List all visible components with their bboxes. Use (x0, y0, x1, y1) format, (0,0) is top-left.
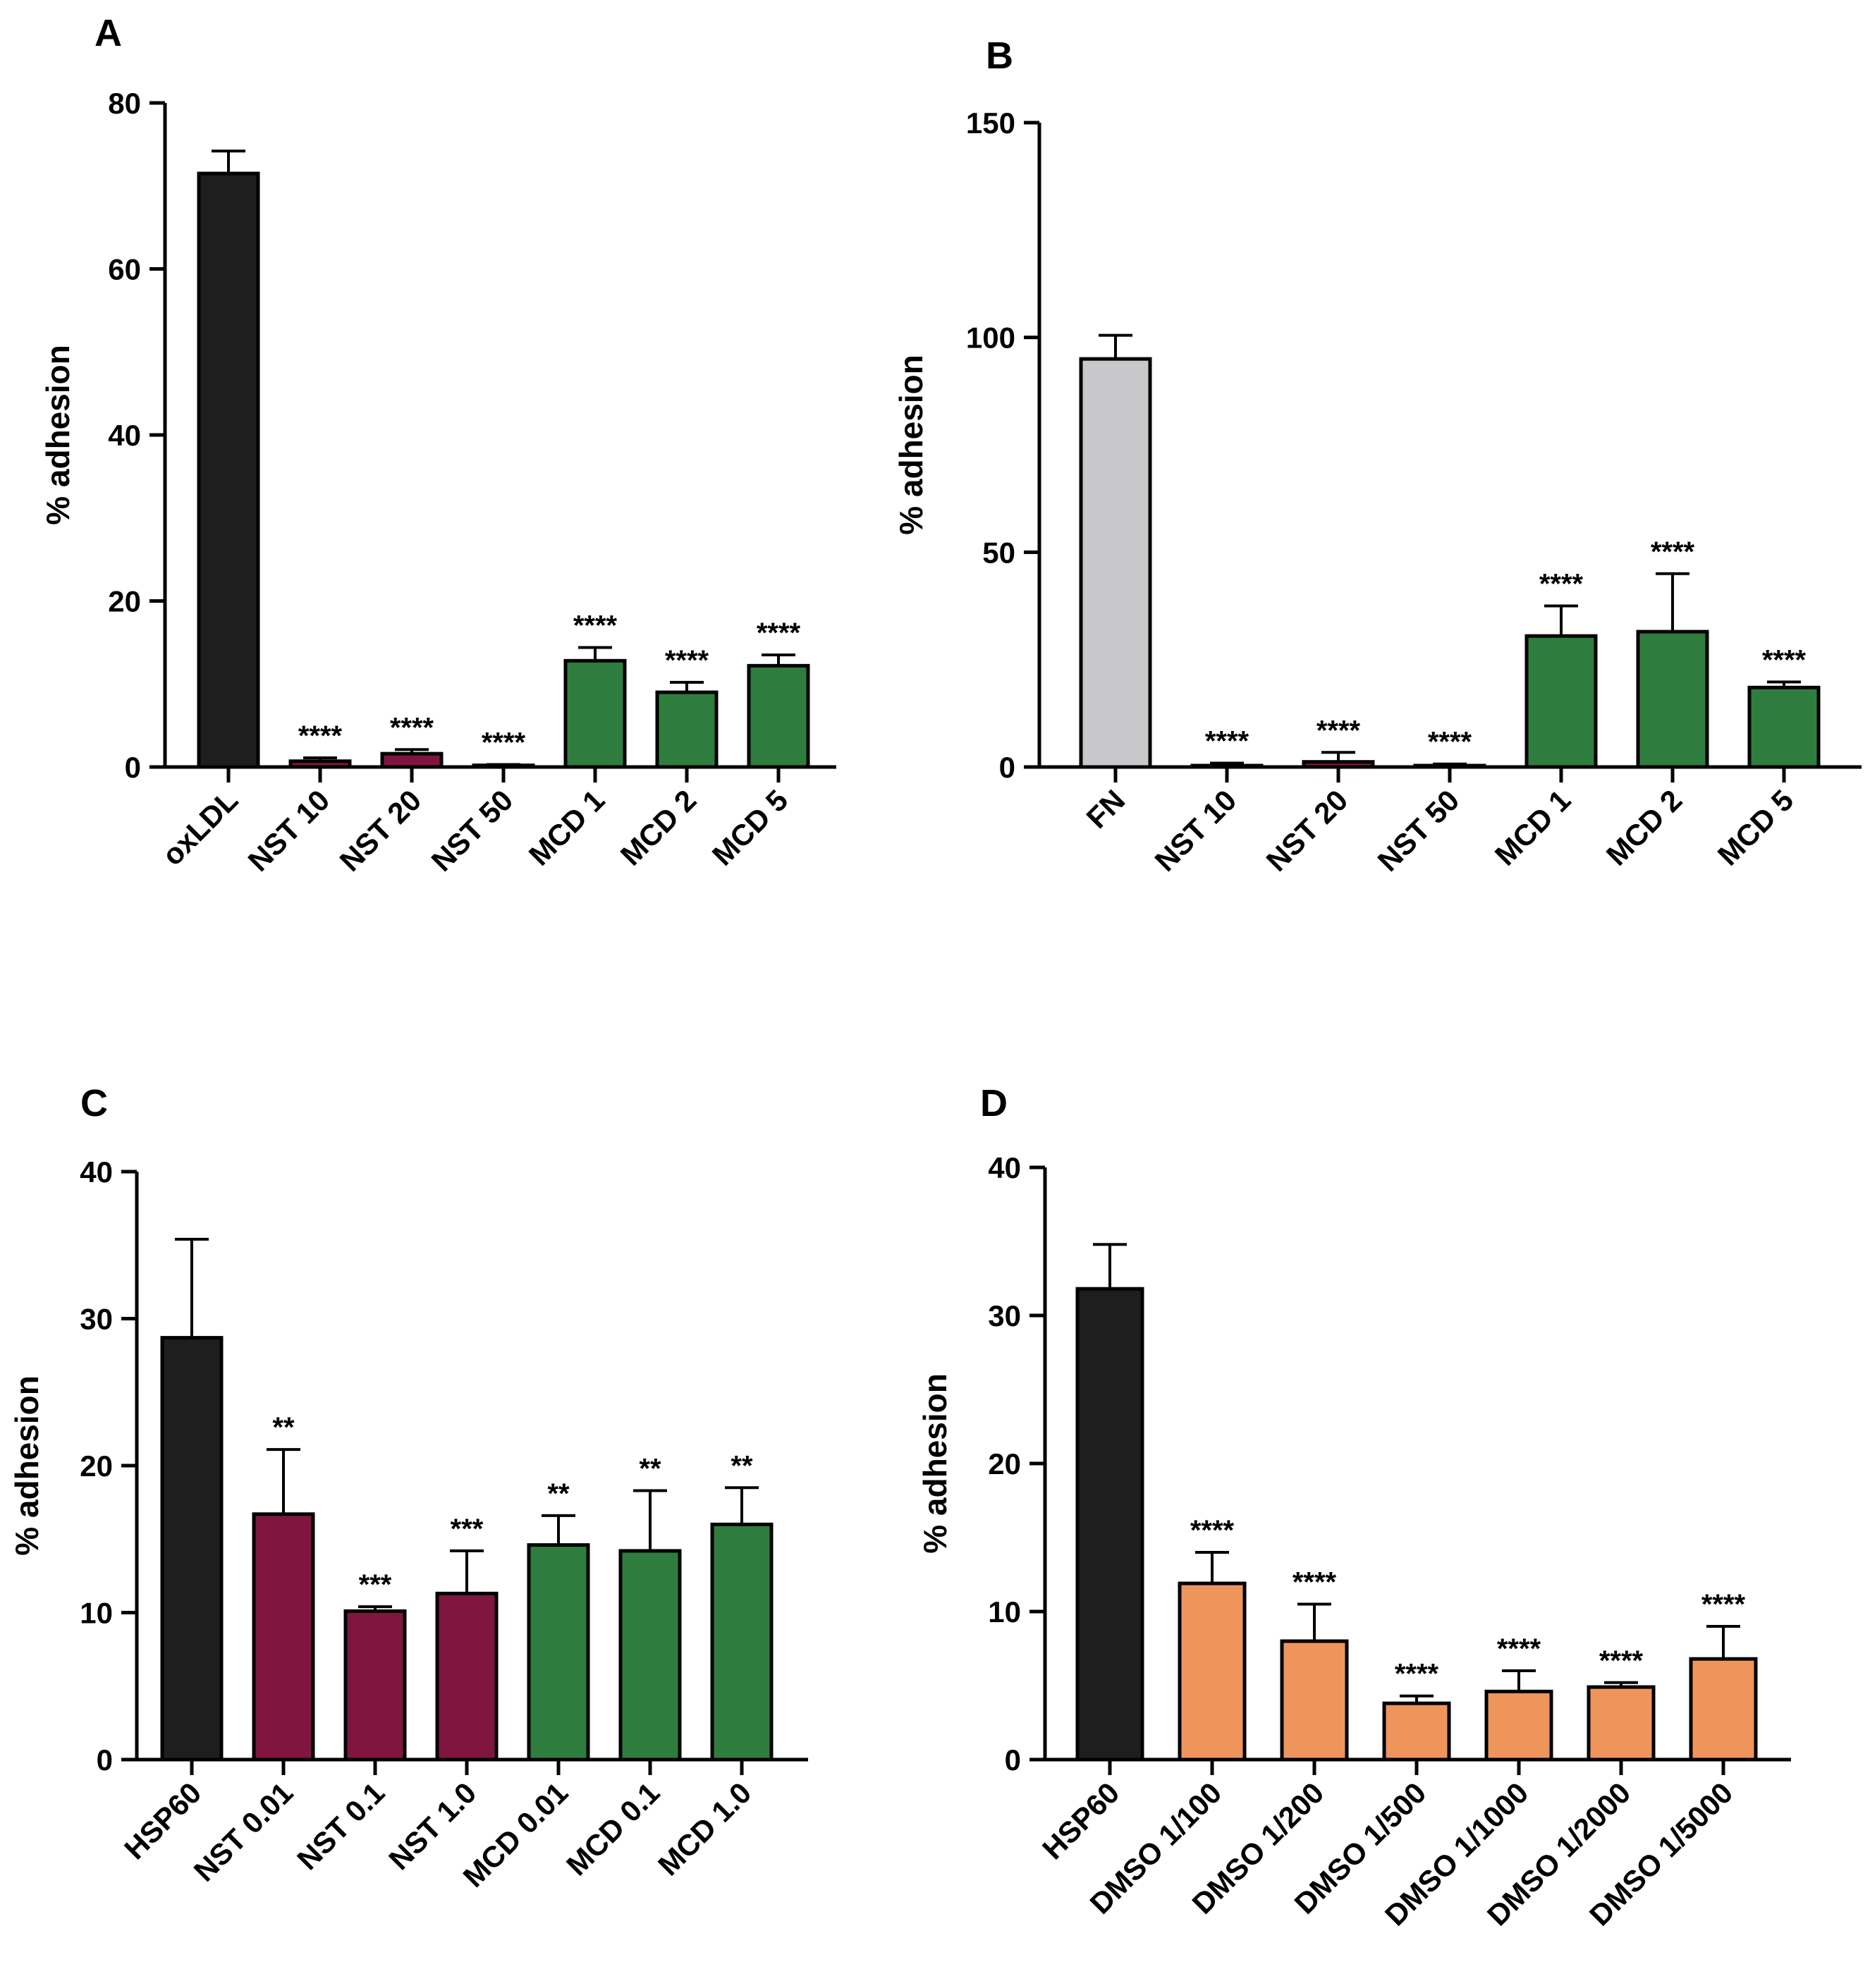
panel-c-bar (252, 1512, 315, 1762)
panel-d-bar (1382, 1701, 1451, 1762)
panel-d-y-axis-label: % adhesion (917, 1373, 953, 1554)
panel-d-bar (1484, 1689, 1553, 1762)
panel-b-bar (1079, 357, 1152, 769)
panel-d-bar (1689, 1657, 1758, 1762)
panel-label-c: C (80, 1082, 108, 1124)
panel-c-significance-label: *** (359, 1569, 392, 1600)
panel-b-y-tick-label: 150 (966, 106, 1015, 140)
panel-a-x-tick-label: oxLDL (156, 783, 245, 872)
panel-b-x-tick-label: NST 10 (1148, 783, 1242, 878)
panel-d-bar (1075, 1287, 1144, 1762)
panel-c-bar (343, 1609, 407, 1762)
panel-a-significance-label: **** (573, 610, 618, 641)
panel-d-bar (1178, 1581, 1247, 1762)
panel-a-significance-label: **** (390, 712, 434, 743)
panel-a-x-tick-label: MCD 2 (614, 783, 703, 872)
panel-c-bar (710, 1522, 774, 1762)
panel-d-significance-label: **** (1395, 1659, 1439, 1690)
panel-a-y-tick-label: 60 (108, 253, 141, 286)
panel-b-y-tick-label: 50 (982, 536, 1015, 569)
panel-a-x-tick-label: MCD 5 (706, 783, 795, 872)
panel-b-x-tick-label: NST 50 (1371, 783, 1465, 878)
panel-d-significance-label: **** (1497, 1633, 1541, 1664)
panel-a-bar (288, 759, 352, 769)
panel-c-bar (618, 1549, 682, 1762)
panel-d-y-tick-label: 0 (1005, 1743, 1021, 1777)
panel-d-y-tick-label: 10 (988, 1595, 1021, 1628)
panel-c-bar (527, 1543, 590, 1762)
panel-d-significance-label: **** (1292, 1567, 1337, 1598)
panel-c-y-tick-label: 0 (97, 1743, 113, 1777)
panel-b-x-tick-label: NST 20 (1259, 783, 1354, 878)
panel-d-y-tick-label: 20 (988, 1447, 1021, 1480)
panel-a-bar (747, 663, 810, 769)
panel-label-d: D (980, 1082, 1008, 1124)
panel-c-significance-label: ** (272, 1412, 295, 1443)
panel-b-significance-label: **** (1539, 569, 1584, 600)
panel-b-bar (1636, 630, 1709, 769)
panel-label-b: B (986, 35, 1013, 77)
panel-a-bar (197, 171, 260, 769)
panel-a-y-tick-label: 80 (108, 87, 141, 120)
panel-c-significance-label: ** (547, 1478, 570, 1509)
panel-b-bar (1524, 634, 1598, 769)
panel-a-significance-label: **** (757, 618, 801, 649)
panel-c-bar (160, 1336, 224, 1762)
panel-a-bar (563, 658, 627, 769)
panel-c-x-tick-label: NST 0.1 (291, 1776, 391, 1876)
panel-a-x-tick-label: MCD 1 (522, 783, 611, 872)
panel-d-significance-label: **** (1701, 1589, 1746, 1620)
panel-a-bar (655, 690, 719, 769)
panel-b-y-axis-label: % adhesion (893, 355, 929, 535)
panel-b-x-tick-label: MCD 2 (1600, 783, 1689, 872)
panel-b-bar (1747, 685, 1821, 769)
panel-b-x-tick-label: FN (1080, 783, 1132, 835)
panel-c-x-tick-label: HSP60 (118, 1776, 207, 1865)
panel-b-bar (1190, 763, 1264, 769)
panel-a-y-tick-label: 20 (108, 585, 141, 618)
panel-a-significance-label: **** (665, 645, 709, 676)
panel-d-bar (1587, 1685, 1656, 1762)
panel-b-bar (1302, 760, 1375, 769)
panel-a-significance-label: **** (298, 720, 343, 751)
panel-d-significance-label: **** (1599, 1645, 1644, 1676)
panel-c-y-tick-label: 30 (80, 1303, 113, 1336)
panel-a-y-tick-label: 0 (125, 751, 141, 784)
panel-a-y-axis-label: % adhesion (39, 345, 76, 525)
panel-a-x-tick-label: NST 10 (241, 783, 336, 878)
panel-b-significance-label: **** (1651, 536, 1695, 567)
panel-c-significance-label: ** (639, 1453, 661, 1484)
panel-c-y-tick-label: 20 (80, 1449, 113, 1483)
panel-b-y-tick-label: 0 (999, 751, 1015, 784)
panel-d-y-tick-label: 30 (988, 1299, 1021, 1332)
panel-c-x-tick-label: NST 0.01 (188, 1776, 300, 1888)
panel-a-x-tick-label: NST 20 (333, 783, 427, 878)
panel-b-significance-label: **** (1316, 715, 1361, 746)
panel-c-y-tick-label: 40 (80, 1155, 113, 1189)
panel-a-bar (380, 751, 444, 769)
panel-a-significance-label: **** (482, 727, 526, 758)
panel-d-x-tick-label: HSP60 (1036, 1776, 1125, 1865)
panel-label-a: A (94, 12, 122, 54)
panel-d-y-tick-label: 40 (988, 1151, 1021, 1184)
panel-b-x-tick-label: MCD 1 (1489, 783, 1577, 872)
panel-d-significance-label: **** (1190, 1515, 1235, 1546)
panel-c-x-tick-label: MCD 0.1 (560, 1776, 666, 1882)
panel-b-x-tick-label: MCD 5 (1711, 783, 1800, 872)
panel-c-significance-label: *** (451, 1514, 484, 1545)
panel-c-x-tick-label: MCD 1.0 (652, 1776, 757, 1882)
panel-d-bar (1280, 1639, 1349, 1762)
panel-c-significance-label: ** (731, 1450, 753, 1481)
panel-b-y-tick-label: 100 (966, 321, 1015, 355)
panel-a-x-tick-label: NST 50 (424, 783, 519, 878)
panel-b-significance-label: **** (1428, 727, 1472, 758)
panel-c-bar (435, 1591, 499, 1762)
panel-b-significance-label: **** (1205, 726, 1249, 757)
panel-c-y-axis-label: % adhesion (8, 1375, 45, 1556)
panel-c-y-tick-label: 10 (80, 1597, 113, 1630)
panel-a-y-tick-label: 40 (108, 419, 141, 452)
panel-b-significance-label: **** (1762, 644, 1807, 675)
